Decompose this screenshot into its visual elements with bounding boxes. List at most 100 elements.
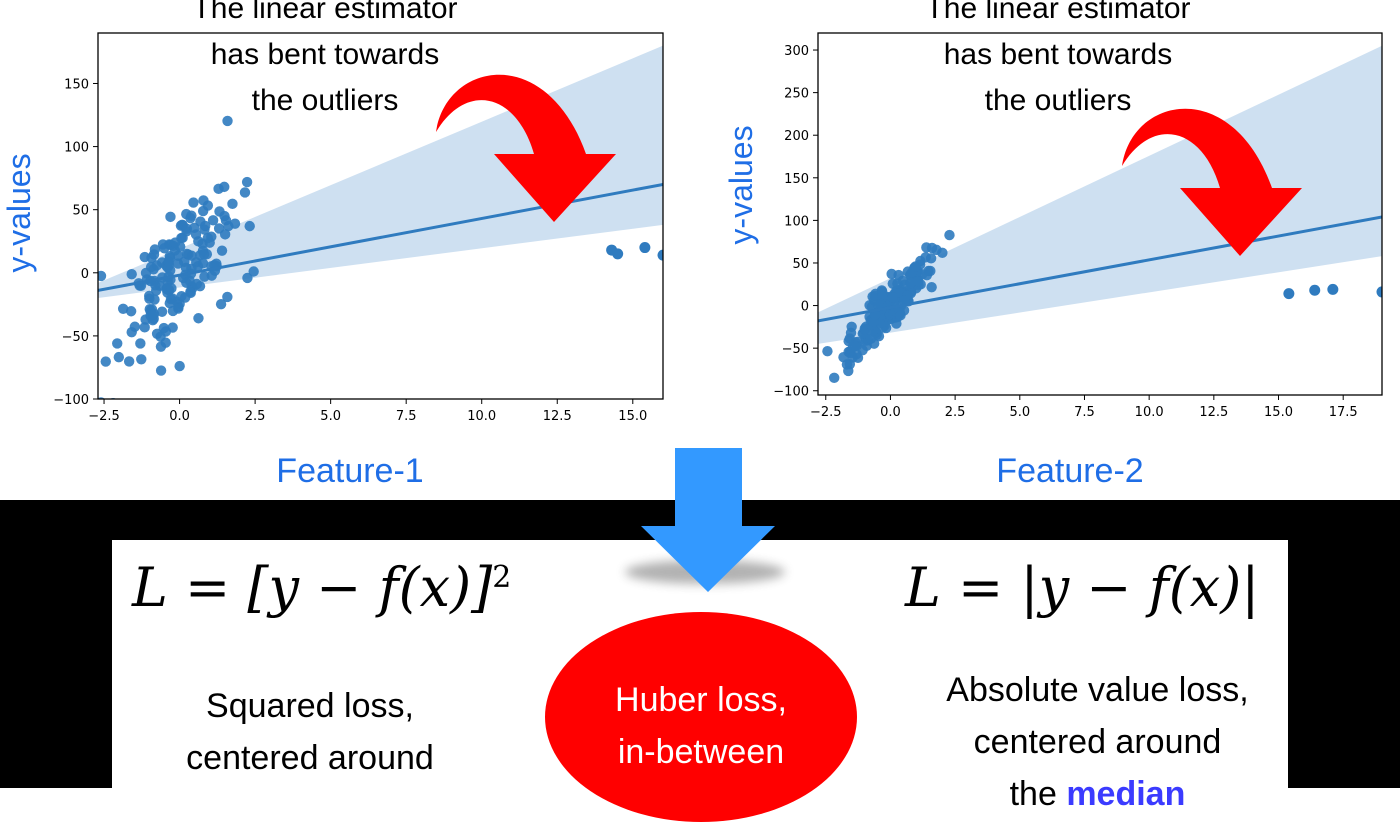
regression-line [818, 215, 1382, 323]
data-point [944, 229, 955, 241]
y-tick-label: 0 [801, 300, 809, 315]
data-point [113, 351, 125, 363]
x-tick-label: 12.5 [543, 409, 572, 424]
data-point [227, 198, 238, 210]
x-tick-label: −2.5 [810, 405, 842, 420]
chart-feature-2: −2.5 0.0 2.5 5.0 7.5 10.0 12.5 15.0 17.5 −100 −50 0… [723, 32, 1383, 420]
data-point [135, 338, 146, 349]
data-point [241, 176, 253, 188]
data-point [197, 205, 209, 217]
data-point [164, 298, 175, 309]
desc-line: Squared loss, [206, 687, 414, 725]
data-point [129, 321, 141, 332]
y-tick-label: 300 [784, 44, 809, 59]
data-point [193, 313, 204, 324]
data-point [215, 298, 227, 310]
data-point [165, 265, 176, 276]
data-point [829, 372, 840, 384]
data-point [841, 359, 853, 370]
data-point [872, 299, 884, 311]
data-point [822, 346, 833, 357]
x-tick-label: −2.5 [88, 409, 120, 424]
outlier-point [1327, 283, 1339, 295]
data-point [867, 291, 878, 302]
data-point [157, 239, 169, 250]
data-point [846, 321, 857, 332]
curved-arrow-shape [436, 74, 616, 222]
data-point [895, 310, 906, 321]
desc-line: centered around [973, 723, 1222, 761]
absolute-loss-description: Absolute value loss, centered around the… [905, 664, 1290, 820]
squared-loss-formula: L = [y − f(x)]2 [132, 556, 511, 619]
data-point [910, 261, 921, 272]
x-tick-label: 0.0 [880, 405, 901, 420]
outlier-point [1376, 286, 1382, 298]
data-point [179, 256, 190, 268]
x-tick-label: 12.5 [1199, 405, 1228, 420]
data-point [920, 252, 931, 263]
data-point [140, 267, 152, 279]
outlier-point [639, 242, 651, 254]
x-axis-label-feature-1: Feature-1 [276, 452, 424, 490]
huber-line: Huber loss, [615, 681, 787, 719]
data-point [926, 281, 937, 293]
data-point [123, 356, 135, 367]
desc-line: centered around [186, 739, 434, 777]
data-point [197, 258, 209, 269]
confidence-band [818, 45, 1382, 344]
annotation-line: has bent towards [943, 38, 1173, 71]
data-point [248, 266, 259, 277]
data-point [207, 215, 219, 226]
y-tick-label: −100 [53, 393, 89, 408]
huber-loss-label: Huber loss, in-between [545, 674, 857, 778]
data-point [173, 303, 184, 314]
y-tick-label: 100 [784, 214, 809, 229]
x-tick-label: 10.0 [467, 409, 496, 424]
huber-line: in-between [617, 733, 785, 771]
plot-frame [817, 32, 1383, 396]
outlier-point [612, 248, 624, 260]
data-point [147, 309, 158, 321]
annotation-line: has bent towards [210, 38, 440, 71]
absolute-loss-formula: L = |y − f(x)| [905, 556, 1260, 619]
data-point [843, 335, 854, 347]
data-point [148, 249, 160, 260]
y-tick-label: 50 [792, 257, 809, 272]
data-point [204, 237, 215, 248]
median-emphasis: median [1066, 775, 1186, 813]
data-point [926, 242, 938, 254]
data-point [239, 187, 251, 198]
data-point [136, 354, 147, 365]
data-point [185, 287, 196, 299]
data-point [166, 283, 177, 294]
data-point [200, 220, 211, 232]
y-tick-label: 50 [72, 204, 89, 219]
y-tick-label: 0 [81, 267, 89, 282]
chart-feature-1: −2.5 0.0 2.5 5.0 7.5 10.0 12.5 15.0 −100 −50 0 50 10… [1, 32, 664, 424]
x-tick-label: 7.5 [396, 409, 417, 424]
x-tick-label: 5.0 [1009, 405, 1030, 420]
data-point [219, 229, 231, 240]
data-point [149, 294, 160, 305]
data-point [117, 303, 129, 314]
y-tick-label: −50 [782, 342, 809, 357]
plot-frame [97, 32, 664, 400]
top-area: −2.5 0.0 2.5 5.0 7.5 10.0 12.5 15.0 −100 −50 0 50 10… [1, 0, 1383, 490]
data-point [126, 268, 137, 280]
x-tick-label: 0.0 [169, 409, 190, 424]
curved-arrow-shape [1122, 108, 1302, 256]
y-tick-label: 150 [64, 77, 89, 92]
y-axis-label: y-values [723, 125, 759, 244]
y-tick-label: 250 [784, 87, 809, 102]
data-point [887, 292, 898, 303]
data-point [857, 345, 868, 356]
annotation-line: the outliers [984, 84, 1132, 117]
y-tick-label: 100 [64, 141, 89, 156]
data-point [165, 211, 176, 223]
outlier-point [657, 249, 663, 261]
data-point [156, 306, 168, 317]
huber-loss-ellipse: Huber loss, in-between [545, 612, 857, 822]
data-point [222, 115, 233, 127]
data-point [100, 356, 111, 367]
formula-exponent: 2 [492, 560, 512, 595]
